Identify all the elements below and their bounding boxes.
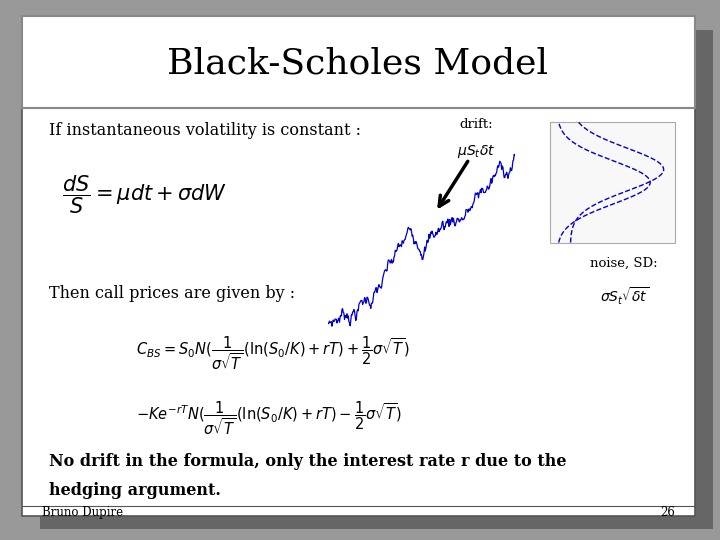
Text: If instantaneous volatility is constant :: If instantaneous volatility is constant … bbox=[48, 122, 361, 139]
Text: noise, SD:: noise, SD: bbox=[590, 257, 658, 270]
Text: Then call prices are given by :: Then call prices are given by : bbox=[48, 285, 294, 302]
Text: Bruno Dupire: Bruno Dupire bbox=[42, 506, 123, 519]
Text: $C_{BS} = S_0 N(\dfrac{1}{\sigma\sqrt{T}}(\ln(S_0 / K) + rT) + \dfrac{1}{2}\sigm: $C_{BS} = S_0 N(\dfrac{1}{\sigma\sqrt{T}… bbox=[136, 334, 410, 372]
Text: hedging argument.: hedging argument. bbox=[48, 482, 220, 500]
Text: $\sigma S_t \sqrt{\delta t}$: $\sigma S_t \sqrt{\delta t}$ bbox=[600, 285, 649, 307]
Text: No drift in the formula, only the interest rate r due to the: No drift in the formula, only the intere… bbox=[48, 453, 566, 469]
Text: Black-Scholes Model: Black-Scholes Model bbox=[167, 46, 549, 80]
Text: $\mu S_t \delta t$: $\mu S_t \delta t$ bbox=[456, 143, 495, 160]
Text: $- Ke^{-rT} N(\dfrac{1}{\sigma\sqrt{T}}(\ln(S_0 / K) + rT) - \dfrac{1}{2}\sigma\: $- Ke^{-rT} N(\dfrac{1}{\sigma\sqrt{T}}(… bbox=[136, 400, 402, 437]
Text: 26: 26 bbox=[660, 506, 675, 519]
Text: drift:: drift: bbox=[459, 118, 492, 131]
Text: $\dfrac{dS}{S} = \mu dt + \sigma dW$: $\dfrac{dS}{S} = \mu dt + \sigma dW$ bbox=[62, 173, 227, 216]
Bar bbox=[550, 122, 675, 242]
